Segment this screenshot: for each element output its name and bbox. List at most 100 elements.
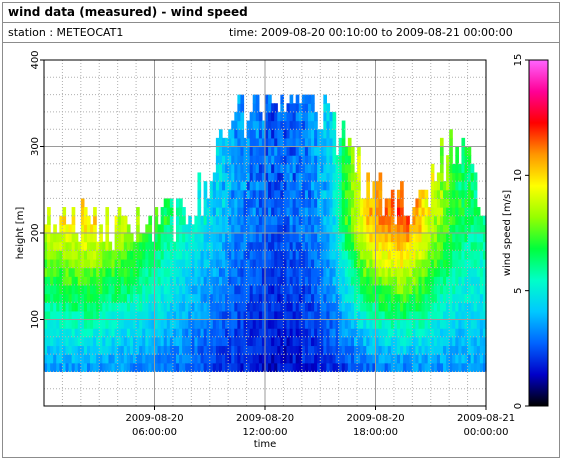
- heatmap-cell: [120, 319, 125, 329]
- heatmap-cell: [126, 310, 131, 321]
- heatmap-cell: [476, 302, 481, 312]
- heatmap-cell: [74, 328, 79, 338]
- heatmap-cell: [274, 258, 278, 269]
- heatmap-cell: [96, 362, 100, 372]
- heatmap-cell: [406, 284, 410, 295]
- heatmap-cell: [280, 258, 285, 269]
- heatmap-cell: [458, 362, 463, 372]
- heatmap-cell: [354, 241, 358, 251]
- heatmap-cell: [283, 345, 288, 355]
- heatmap-cell: [338, 163, 343, 174]
- heatmap-cell: [222, 276, 226, 286]
- heatmap-cell: [476, 336, 481, 347]
- heatmap-cell: [482, 293, 487, 303]
- heatmap-cell: [436, 319, 441, 329]
- heatmap-cell: [56, 319, 60, 329]
- heatmap-cell: [458, 181, 463, 191]
- heatmap-cell: [194, 284, 199, 295]
- heatmap-cell: [479, 267, 484, 277]
- heatmap-cell: [80, 328, 85, 338]
- heatmap-cell: [329, 328, 334, 338]
- heatmap-cell: [458, 224, 463, 234]
- heatmap-cell: [179, 233, 183, 243]
- heatmap-cell: [163, 293, 168, 303]
- heatmap-cell: [332, 336, 337, 347]
- heatmap-cell: [479, 250, 484, 260]
- heatmap-cell: [114, 293, 119, 303]
- heatmap-cell: [433, 224, 438, 234]
- heatmap-cell: [206, 336, 211, 347]
- heatmap-cell: [136, 233, 140, 243]
- heatmap-cell: [163, 302, 168, 312]
- heatmap-cell: [62, 224, 67, 234]
- heatmap-cell: [473, 302, 478, 312]
- heatmap-cell: [209, 233, 214, 243]
- heatmap-cell: [234, 267, 238, 277]
- heatmap-cell: [83, 362, 88, 372]
- heatmap-cell: [412, 354, 416, 364]
- heatmap-cell: [461, 241, 466, 251]
- heatmap-cell: [203, 267, 208, 277]
- heatmap-cell: [326, 258, 331, 269]
- heatmap-cell: [145, 362, 149, 372]
- heatmap-cell: [332, 111, 337, 122]
- heatmap-cell: [289, 354, 294, 364]
- heatmap-cell: [295, 328, 300, 338]
- heatmap-cell: [449, 354, 453, 364]
- heatmap-cell: [439, 163, 444, 174]
- heatmap-cell: [396, 336, 401, 347]
- heatmap-cell: [191, 302, 195, 312]
- heatmap-cell: [225, 310, 229, 321]
- heatmap-cell: [403, 302, 407, 312]
- heatmap-cell: [433, 284, 438, 295]
- heatmap-cell: [360, 241, 364, 251]
- heatmap-cell: [476, 241, 481, 251]
- heatmap-cell: [304, 276, 309, 286]
- heatmap-cell: [458, 233, 463, 243]
- heatmap-cell: [212, 181, 217, 191]
- heatmap-cell: [145, 310, 149, 321]
- heatmap-cell: [439, 328, 444, 338]
- heatmap-cell: [354, 224, 358, 234]
- heatmap-cell: [400, 302, 404, 312]
- heatmap-cell: [86, 215, 91, 225]
- heatmap-cell: [261, 241, 266, 251]
- heatmap-cell: [363, 250, 367, 260]
- heatmap-cell: [298, 137, 303, 148]
- heatmap-cell: [280, 345, 285, 355]
- heatmap-cell: [50, 267, 54, 277]
- heatmap-cell: [338, 215, 343, 225]
- heatmap-cell: [243, 276, 248, 286]
- heatmap-cell: [65, 328, 70, 338]
- heatmap-cell: [200, 284, 205, 295]
- heatmap-cell: [344, 172, 349, 182]
- heatmap-cell: [430, 250, 435, 260]
- heatmap-cell: [298, 172, 303, 182]
- heatmap-cell: [452, 284, 456, 295]
- heatmap-cell: [90, 362, 94, 372]
- heatmap-cell: [332, 319, 337, 329]
- heatmap-cell: [452, 310, 456, 321]
- heatmap-cell: [148, 362, 153, 372]
- heatmap-cell: [443, 310, 447, 321]
- heatmap-cell: [179, 215, 183, 225]
- heatmap-cell: [268, 163, 272, 174]
- heatmap-cell: [225, 163, 229, 174]
- heatmap-cell: [332, 354, 337, 364]
- heatmap-cell: [274, 120, 278, 130]
- heatmap-cell: [126, 336, 131, 347]
- heatmap-cell: [295, 293, 300, 303]
- heatmap-cell: [430, 207, 435, 217]
- y-tick-label: 400: [30, 50, 41, 69]
- heatmap-cell: [329, 345, 334, 355]
- heatmap-cell: [252, 163, 257, 174]
- heatmap-cell: [418, 189, 423, 199]
- heatmap-cell: [433, 328, 438, 338]
- heatmap-cell: [430, 181, 435, 191]
- heatmap-cell: [136, 224, 140, 234]
- heatmap-cell: [194, 302, 199, 312]
- heatmap-cell: [237, 302, 242, 312]
- heatmap-cell: [126, 319, 131, 329]
- heatmap-cell: [304, 172, 309, 182]
- heatmap-cell: [160, 354, 165, 364]
